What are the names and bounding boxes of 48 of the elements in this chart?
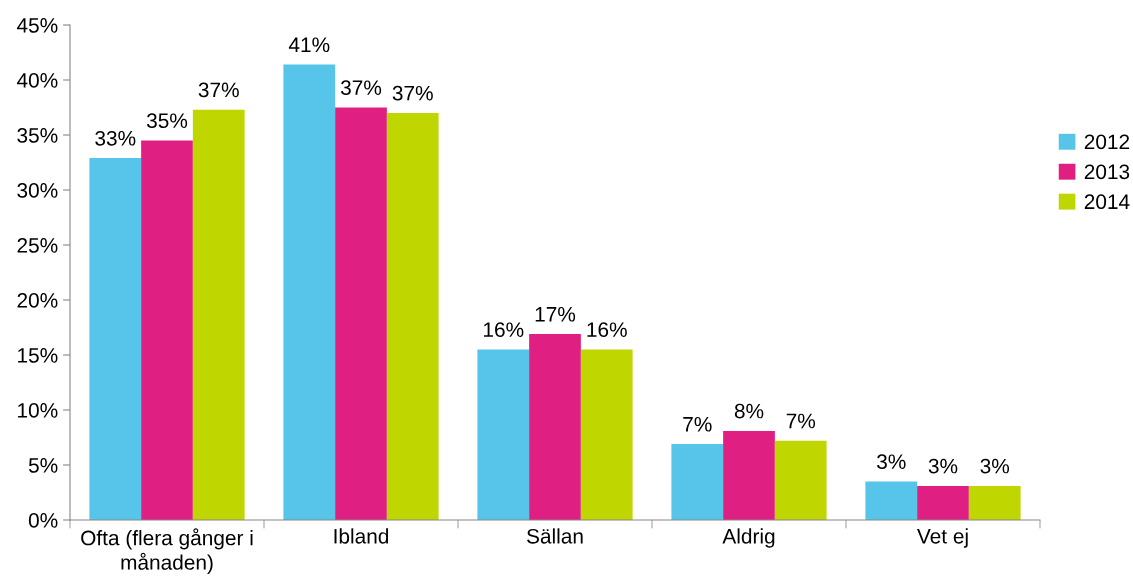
bar: [386, 113, 439, 520]
data-label: 37%: [340, 80, 382, 96]
data-label: 3%: [877, 454, 906, 470]
y-tick-label: 30%: [17, 183, 58, 198]
bar: [89, 158, 142, 520]
x-tick-label: Aldrig: [722, 528, 775, 548]
bar: [192, 109, 245, 520]
bar: [580, 349, 633, 520]
x-tick-label: Ibland: [334, 528, 389, 544]
bar: [477, 349, 530, 520]
data-label: 41%: [288, 37, 330, 53]
bar: [283, 64, 336, 520]
data-label: 3%: [928, 458, 958, 474]
bar: [141, 140, 193, 520]
data-label: 8%: [734, 403, 764, 419]
x-tick-label: Sällan: [526, 528, 583, 544]
y-tick-label: 20%: [17, 293, 58, 308]
y-tick-label: 0%: [28, 513, 58, 528]
bar: [335, 107, 387, 520]
data-label: 17%: [535, 306, 576, 322]
legend-label: 2012: [1084, 134, 1130, 150]
y-tick-label: 45%: [16, 18, 58, 33]
bar: [917, 485, 969, 520]
y-tick-label: 35%: [17, 128, 58, 143]
x-tick-label: Vet ej: [917, 528, 968, 548]
y-tick-label: 15%: [18, 348, 58, 363]
data-label: 7%: [683, 416, 712, 432]
data-label: 35%: [146, 113, 188, 129]
y-tick-label: 10%: [18, 403, 58, 418]
bar: [529, 334, 581, 520]
legend-label: 2013: [1084, 164, 1130, 180]
data-label: 7%: [786, 413, 816, 429]
bar: [723, 430, 775, 520]
data-label: 37%: [392, 85, 433, 101]
bar: [774, 440, 827, 520]
x-tick-label: Ofta (flera gånger i månaden): [81, 528, 253, 574]
data-label: 33%: [95, 130, 136, 146]
bar: [671, 444, 724, 520]
data-label: 16%: [587, 322, 627, 338]
bar: [865, 481, 918, 520]
y-tick-label: 25%: [17, 238, 58, 253]
legend-label: 2014: [1084, 194, 1130, 210]
y-tick-label: 5%: [28, 458, 58, 473]
data-label: 16%: [484, 322, 524, 338]
data-label: 3%: [980, 458, 1010, 474]
bar: [968, 485, 1021, 520]
data-label: 37%: [198, 82, 239, 98]
y-tick-label: 40%: [16, 73, 58, 88]
